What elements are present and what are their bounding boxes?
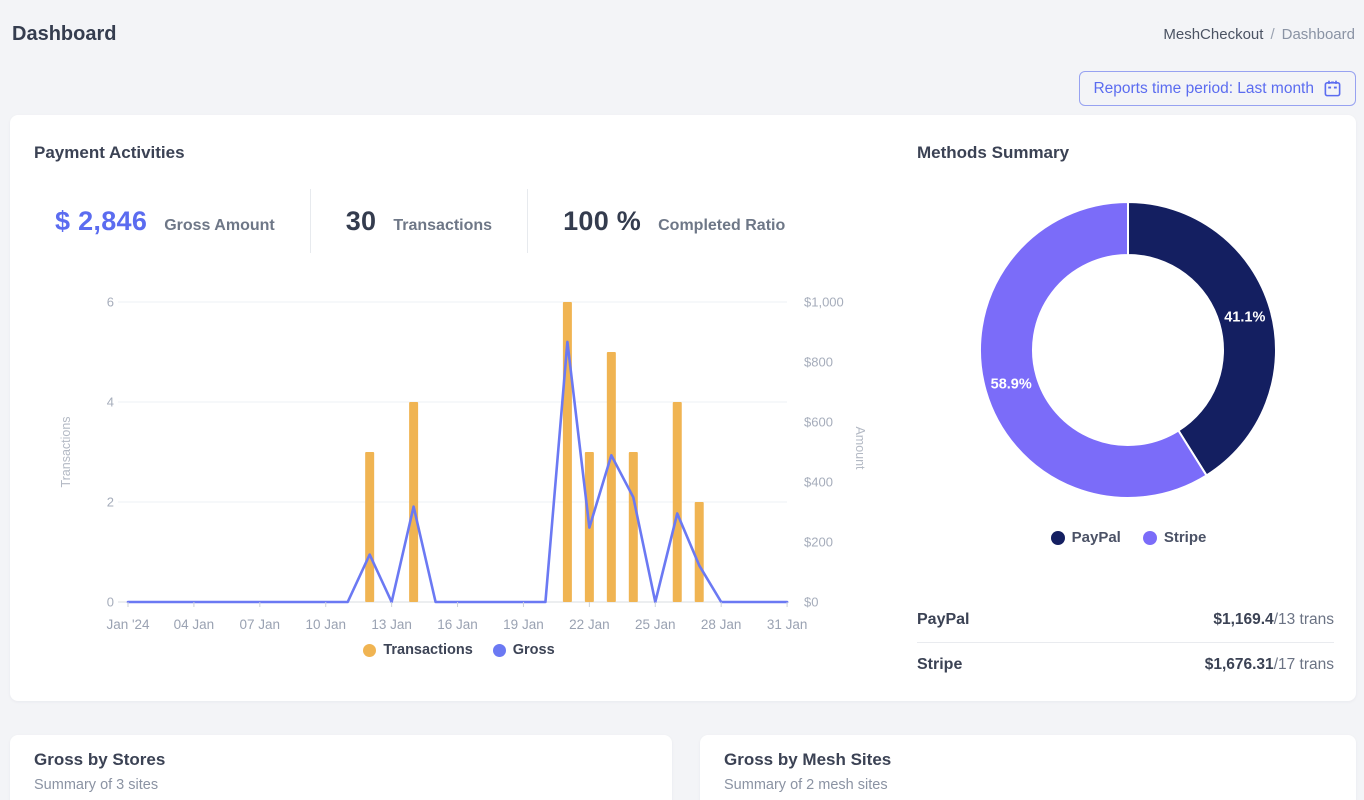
stat-divider	[527, 189, 529, 253]
transactions-legend-label: Transactions	[383, 642, 473, 658]
svg-text:04 Jan: 04 Jan	[174, 617, 215, 632]
methods-legend: PayPal Stripe	[901, 529, 1356, 546]
breadcrumb-current-page: Dashboard	[1281, 26, 1355, 43]
svg-text:58.9%: 58.9%	[991, 377, 1032, 393]
paypal-trans-count: /13 trans	[1273, 611, 1334, 628]
paypal-row-name: PayPal	[917, 611, 970, 628]
bottom-cards-row: Gross by Stores Summary of 3 sites Gross…	[10, 735, 1356, 800]
svg-text:Jan '24: Jan '24	[106, 617, 150, 632]
legend-item-paypal[interactable]: PayPal	[1050, 529, 1121, 546]
paypal-amount: $1,169.4	[1213, 611, 1274, 628]
transactions-legend-dot	[363, 643, 377, 657]
svg-text:41.1%: 41.1%	[1224, 309, 1265, 325]
breadcrumb-separator: /	[1270, 26, 1275, 43]
stat-divider	[309, 189, 311, 253]
legend-item-stripe[interactable]: Stripe	[1142, 529, 1207, 546]
methods-summary-section: Methods Summary 41.1% 58.9% PayPal Stripe…	[901, 115, 1356, 701]
svg-text:Transactions: Transactions	[59, 416, 73, 487]
svg-text:10 Jan: 10 Jan	[305, 617, 346, 632]
payment-activities-section: Payment Activities $ 2,846 Gross Amount …	[10, 115, 901, 701]
svg-text:Amount: Amount	[853, 426, 867, 470]
svg-text:28 Jan: 28 Jan	[701, 617, 742, 632]
paypal-legend-dot	[1050, 530, 1065, 545]
gross-by-mesh-sites-subtitle: Summary of 2 mesh sites	[724, 777, 888, 793]
svg-text:$800: $800	[804, 355, 833, 370]
toolbar: Reports time period: Last month	[1079, 71, 1356, 106]
stripe-row-value: $1,676.31/17 trans	[1205, 656, 1334, 674]
stripe-legend-dot	[1142, 530, 1157, 545]
reports-time-period-label: Reports time period: Last month	[1093, 79, 1314, 97]
top-bar: Dashboard MeshCheckout / Dashboard	[0, 0, 1364, 56]
svg-text:22 Jan: 22 Jan	[569, 617, 610, 632]
gross-legend-dot	[492, 643, 506, 657]
svg-text:4: 4	[107, 395, 114, 410]
stat-gross-amount: $ 2,846 Gross Amount	[55, 206, 275, 237]
gross-amount-label: Gross Amount	[164, 216, 275, 234]
stat-transactions: 30 Transactions	[346, 206, 492, 237]
table-row-stripe: Stripe $1,676.31/17 trans	[917, 642, 1334, 686]
svg-text:$0: $0	[804, 595, 818, 610]
payment-activities-chart: Jan '24 04 Jan 07 Jan 10 Jan 13 Jan 16 Jan 19 …	[30, 282, 888, 642]
gross-amount-value: $ 2,846	[55, 205, 148, 236]
svg-text:$600: $600	[804, 415, 833, 430]
payment-activities-title: Payment Activities	[34, 143, 185, 162]
gross-by-stores-subtitle: Summary of 3 sites	[34, 777, 159, 793]
methods-donut-chart: 41.1% 58.9%	[978, 200, 1278, 500]
stripe-trans-count: /17 trans	[1273, 655, 1334, 673]
paypal-legend-label: PayPal	[1071, 529, 1121, 546]
table-row-paypal: PayPal $1,169.4/13 trans	[917, 598, 1334, 642]
svg-text:$400: $400	[804, 475, 833, 490]
svg-text:$1,000: $1,000	[804, 295, 844, 310]
legend-item-transactions[interactable]: Transactions	[363, 642, 473, 658]
svg-text:0: 0	[107, 595, 114, 610]
gross-by-mesh-sites-card: Gross by Mesh Sites Summary of 2 mesh si…	[700, 735, 1356, 800]
svg-text:16 Jan: 16 Jan	[437, 617, 478, 632]
legend-item-gross[interactable]: Gross	[492, 642, 555, 658]
gross-by-mesh-sites-title: Gross by Mesh Sites	[724, 750, 892, 769]
svg-text:31 Jan: 31 Jan	[767, 617, 808, 632]
completed-ratio-value: 100 %	[563, 205, 642, 236]
calendar-icon	[1324, 80, 1341, 97]
reports-time-period-button[interactable]: Reports time period: Last month	[1079, 71, 1356, 106]
svg-text:13 Jan: 13 Jan	[371, 617, 412, 632]
gross-by-stores-title: Gross by Stores	[34, 750, 166, 769]
svg-text:07 Jan: 07 Jan	[240, 617, 281, 632]
paypal-row-value: $1,169.4/13 trans	[1213, 611, 1334, 629]
payment-stats: $ 2,846 Gross Amount 30 Transactions 100…	[55, 189, 785, 253]
breadcrumb-app-link[interactable]: MeshCheckout	[1163, 26, 1264, 43]
stripe-amount: $1,676.31	[1204, 655, 1274, 673]
gross-legend-label: Gross	[512, 642, 555, 658]
completed-ratio-label: Completed Ratio	[658, 216, 786, 234]
breadcrumb: MeshCheckout / Dashboard	[1163, 26, 1355, 43]
svg-text:25 Jan: 25 Jan	[635, 617, 676, 632]
svg-text:19 Jan: 19 Jan	[503, 617, 544, 632]
svg-text:2: 2	[107, 495, 114, 510]
gross-by-stores-card: Gross by Stores Summary of 3 sites	[10, 735, 672, 800]
transactions-value: 30	[345, 205, 377, 236]
stripe-legend-label: Stripe	[1163, 529, 1207, 546]
stat-completed-ratio: 100 % Completed Ratio	[563, 206, 785, 237]
methods-summary-title: Methods Summary	[917, 143, 1070, 162]
payment-chart-legend: Transactions Gross	[30, 642, 888, 658]
stripe-row-name: Stripe	[917, 655, 963, 673]
methods-table: PayPal $1,169.4/13 trans Stripe $1,676.3…	[917, 598, 1334, 686]
svg-text:6: 6	[107, 295, 114, 310]
payments-overview-card: Payment Activities $ 2,846 Gross Amount …	[10, 115, 1356, 701]
svg-text:$200: $200	[804, 535, 833, 550]
transactions-label: Transactions	[393, 216, 493, 234]
page-title: Dashboard	[12, 23, 117, 45]
